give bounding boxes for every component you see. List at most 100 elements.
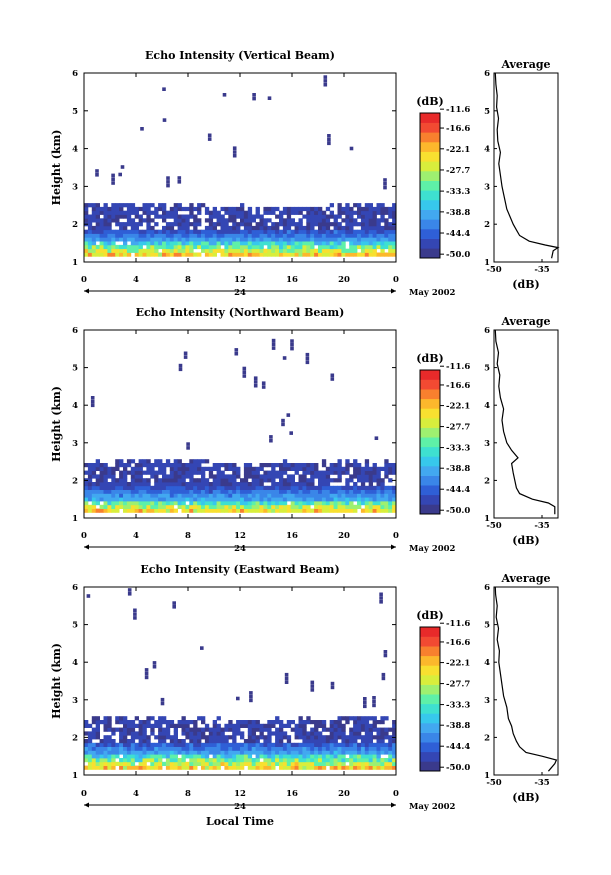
echo-cell bbox=[232, 750, 237, 755]
echo-cell bbox=[177, 482, 182, 487]
echo-cell bbox=[193, 504, 198, 509]
echo-cell bbox=[84, 501, 89, 506]
panel-title: Echo Intensity (Northward Beam) bbox=[136, 306, 345, 319]
echo-cell bbox=[325, 735, 331, 740]
sparse-echo-cell bbox=[310, 688, 315, 692]
echo-cell bbox=[240, 504, 245, 509]
echo-cell bbox=[220, 474, 225, 479]
echo-cell bbox=[158, 735, 163, 740]
average-x-tick-label: -35 bbox=[534, 778, 549, 788]
echo-cell bbox=[103, 248, 108, 253]
echo-cell bbox=[384, 758, 389, 763]
panel-title: Echo Intensity (Eastward Beam) bbox=[140, 563, 339, 576]
echo-cell bbox=[212, 237, 217, 242]
echo-cell bbox=[138, 489, 143, 494]
echo-cell bbox=[259, 218, 264, 223]
echo-cell bbox=[212, 723, 217, 728]
echo-cell bbox=[388, 466, 393, 471]
echo-cell bbox=[310, 497, 315, 502]
colorbar-swatch bbox=[420, 161, 440, 172]
echo-cell bbox=[201, 497, 206, 502]
echo-cell bbox=[185, 244, 190, 250]
echo-cell bbox=[169, 241, 175, 246]
echo-cell bbox=[173, 237, 178, 242]
echo-cell bbox=[251, 731, 256, 736]
echo-cell bbox=[318, 222, 323, 227]
echo-cell bbox=[329, 746, 334, 751]
echo-cell bbox=[380, 731, 385, 736]
echo-cell bbox=[349, 501, 354, 506]
echo-cell bbox=[84, 731, 89, 736]
echo-cell bbox=[314, 233, 319, 238]
echo-cell bbox=[138, 244, 143, 250]
echo-cell bbox=[392, 252, 397, 257]
echo-cell bbox=[345, 463, 350, 468]
echo-cell bbox=[236, 497, 241, 502]
echo-cell bbox=[119, 459, 124, 464]
echo-cell bbox=[158, 746, 163, 751]
echo-cell bbox=[169, 463, 175, 468]
echo-cell bbox=[337, 501, 342, 506]
echo-cell bbox=[357, 720, 362, 725]
echo-cell bbox=[228, 241, 233, 246]
echo-cell bbox=[173, 233, 178, 238]
echo-cell bbox=[173, 222, 178, 227]
echo-cell bbox=[236, 241, 241, 246]
echo-cell bbox=[204, 459, 210, 464]
echo-cell bbox=[286, 225, 292, 231]
echo-cell bbox=[243, 229, 249, 234]
echo-cell bbox=[95, 485, 100, 490]
echo-cell bbox=[181, 241, 186, 246]
sparse-echo-cell bbox=[363, 704, 367, 709]
echo-cell bbox=[255, 470, 260, 475]
echo-cell bbox=[282, 252, 288, 257]
echo-cell bbox=[271, 723, 276, 728]
sparse-echo-cell bbox=[330, 685, 335, 690]
echo-cell bbox=[267, 758, 272, 763]
echo-cell bbox=[232, 723, 237, 728]
echo-cell bbox=[115, 750, 120, 755]
echo-cell bbox=[372, 508, 377, 513]
echo-cell bbox=[392, 742, 397, 747]
echo-cell bbox=[220, 248, 225, 253]
echo-cell bbox=[341, 746, 346, 751]
echo-cell bbox=[103, 244, 108, 250]
echo-cell bbox=[325, 504, 331, 509]
echo-cell bbox=[314, 750, 319, 755]
month-label: May 2002 bbox=[409, 802, 456, 812]
echo-cell bbox=[99, 248, 104, 253]
echo-cell bbox=[130, 501, 136, 506]
echo-cell bbox=[91, 727, 97, 732]
echo-cell bbox=[275, 222, 280, 227]
echo-cell bbox=[279, 482, 284, 487]
echo-cell bbox=[169, 248, 175, 253]
echo-cell bbox=[255, 225, 260, 231]
echo-cell bbox=[243, 225, 249, 231]
echo-cell bbox=[220, 485, 225, 490]
echo-cell bbox=[243, 222, 249, 227]
colorbar-tick-label: -50.0 bbox=[446, 763, 470, 773]
echo-cell bbox=[372, 210, 377, 215]
echo-cell bbox=[298, 248, 303, 253]
echo-cell bbox=[298, 206, 303, 212]
echo-cell bbox=[349, 474, 354, 479]
echo-cell bbox=[150, 466, 155, 471]
echo-cell bbox=[372, 218, 377, 223]
echo-cell bbox=[349, 463, 354, 468]
echo-cell bbox=[212, 206, 217, 212]
sparse-echo-cell bbox=[327, 137, 331, 142]
echo-cell bbox=[345, 225, 350, 231]
echo-cell bbox=[208, 739, 214, 744]
echo-cell bbox=[240, 237, 245, 242]
echo-cell bbox=[134, 742, 139, 747]
echo-cell bbox=[173, 470, 178, 475]
echo-cell bbox=[181, 466, 186, 471]
echo-cell bbox=[368, 474, 373, 479]
echo-cell bbox=[247, 222, 253, 227]
echo-cell bbox=[282, 485, 288, 490]
echo-cell bbox=[294, 754, 299, 759]
echo-cell bbox=[314, 727, 319, 732]
echo-cell bbox=[263, 206, 268, 212]
echo-cell bbox=[138, 233, 143, 238]
echo-cell bbox=[333, 501, 338, 506]
